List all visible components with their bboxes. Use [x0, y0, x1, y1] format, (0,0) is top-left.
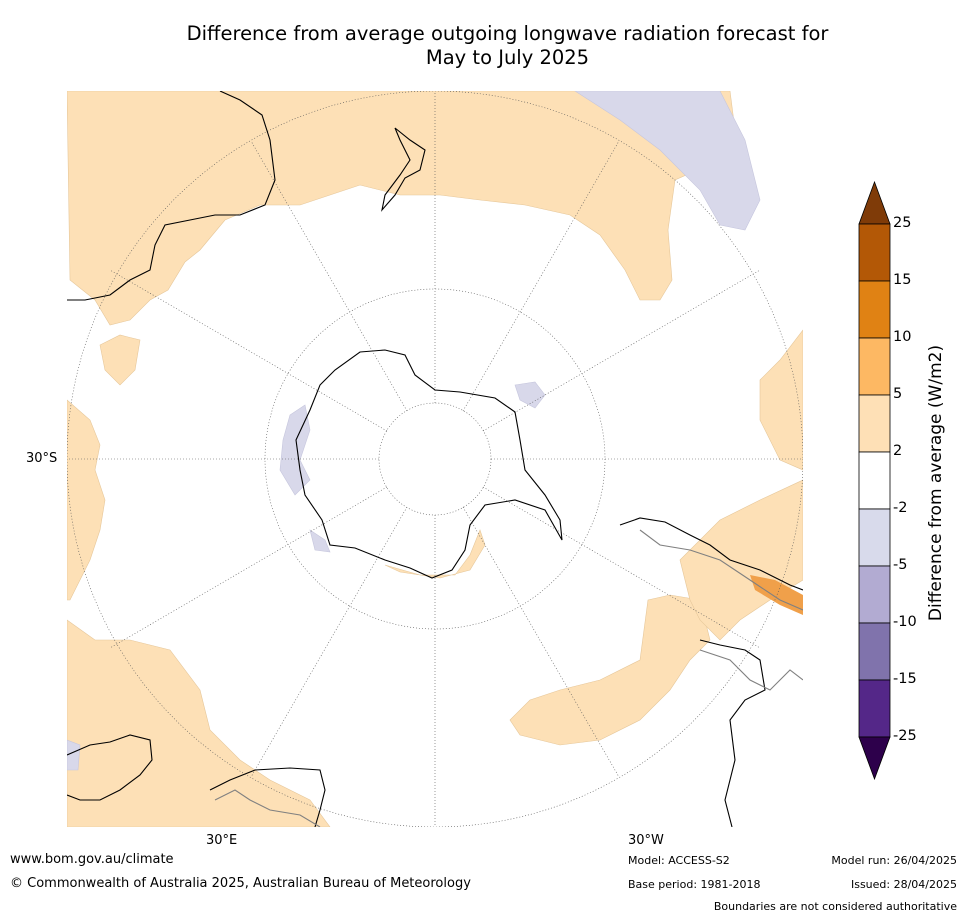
- negative-region-northeast: [574, 91, 761, 231]
- negative-region-east-patch: [514, 381, 546, 409]
- negative-region-antarctic-west: [279, 404, 311, 496]
- colorbar-extend-max: [858, 180, 891, 225]
- model-text: Model: ACCESS-S2: [628, 854, 730, 867]
- graticule: [67, 91, 803, 827]
- negative-region-antarctic-southwest: [309, 529, 331, 553]
- map-area: [67, 91, 803, 827]
- colorbar-tick-label: 25: [893, 215, 912, 231]
- anomaly-region-east-edge: [759, 329, 803, 471]
- disclaimer-text: Boundaries are not considered authoritat…: [713, 900, 957, 913]
- colorbar-tick-label: 15: [893, 272, 912, 288]
- title-line-1: Difference from average outgoing longwav…: [186, 22, 829, 45]
- copyright-text: © Commonwealth of Australia 2025, Austra…: [10, 876, 471, 891]
- model-run-text: Model run: 26/04/2025: [831, 854, 957, 867]
- colorbar-bin: [858, 337, 891, 396]
- website-link[interactable]: www.bom.gov.au/climate: [10, 852, 174, 867]
- anomaly-region-5-to-10: [750, 575, 803, 615]
- anomaly-region-north-arc: [67, 91, 736, 326]
- latitude-label-30s: 30°S: [26, 451, 58, 466]
- coastlines: [67, 91, 803, 827]
- colorbar-bin: [858, 280, 891, 339]
- longitude-label-30e: 30°E: [206, 833, 238, 848]
- anomaly-region-south-africa: [67, 619, 331, 827]
- colorbar-bin: [858, 622, 891, 681]
- colorbar-title: Difference from average (W/m2): [926, 344, 946, 622]
- australia-coastline: [67, 91, 276, 301]
- map-title: Difference from average outgoing longwav…: [60, 22, 955, 70]
- colorbar-bin: [858, 451, 891, 510]
- anomaly-region-antarctic-coast: [384, 529, 486, 579]
- colorbar-tick-label: -2: [893, 500, 908, 516]
- colorbar-bin: [858, 508, 891, 567]
- anomaly-region-indian-ocean: [67, 399, 106, 601]
- title-line-2: May to July 2025: [425, 46, 590, 69]
- negative-region-corner: [67, 739, 81, 771]
- colorbar-tick-label: -15: [893, 671, 917, 687]
- colorbar-bin: [858, 679, 891, 738]
- colorbar-tick-label: -5: [893, 557, 908, 573]
- anomaly-region-south-america-west: [679, 479, 803, 641]
- colorbar-tick-label: 5: [893, 386, 903, 402]
- colorbar-bin: [858, 565, 891, 624]
- colorbar-tick-label: -10: [893, 614, 917, 630]
- africa-coastline: [67, 734, 153, 801]
- colorbar-tick-label: 2: [893, 443, 903, 459]
- new-zealand-coastline: [381, 127, 426, 212]
- colorbar-bin: [858, 394, 891, 453]
- political-borders: [214, 529, 803, 827]
- south-america-west-coastline: [699, 639, 766, 827]
- colorbar-tick-label: 10: [893, 329, 912, 345]
- negative-anomaly-regions: [67, 91, 761, 771]
- madagascar-coastline: [209, 767, 326, 827]
- positive-anomaly-regions: [67, 91, 803, 827]
- colorbar-tick-label: -25: [893, 728, 917, 744]
- issued-text: Issued: 28/04/2025: [850, 878, 957, 891]
- colorbar-extend-min: [858, 736, 891, 781]
- longitude-label-30w: 30°W: [628, 833, 664, 848]
- antarctica-coastline: [295, 349, 563, 579]
- base-period-text: Base period: 1981-2018: [628, 878, 761, 891]
- south-america-coastline: [619, 517, 803, 591]
- meridian-lines: [67, 91, 803, 827]
- anomaly-region-small-west: [99, 334, 141, 386]
- colorbar-bin: [858, 223, 891, 282]
- colorbar: [858, 180, 891, 781]
